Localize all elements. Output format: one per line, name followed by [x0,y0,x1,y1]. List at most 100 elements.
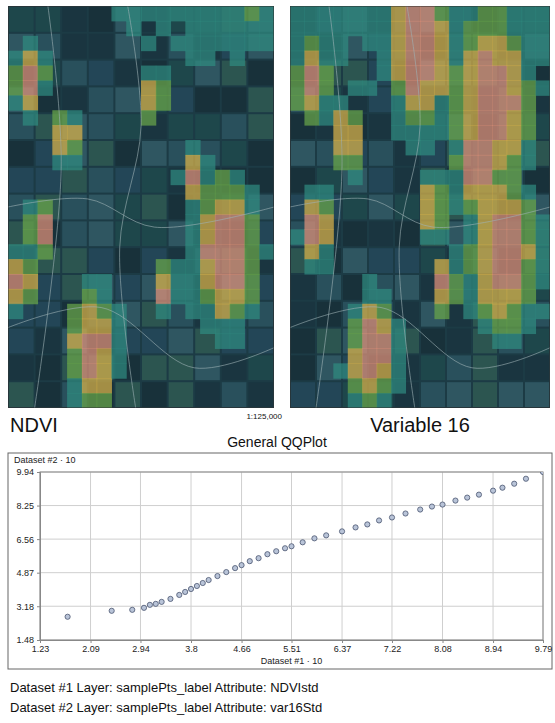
heat-cell [111,334,126,349]
y-tick-mark [37,472,40,473]
heat-cell [434,170,449,185]
heat-cell [141,95,156,110]
heat-cell [478,95,493,110]
grid-line [191,472,192,640]
heat-cell [420,66,435,81]
field-patch [222,355,247,380]
heat-cell [449,259,464,274]
heat-cell [290,21,305,36]
heat-cell [304,21,319,36]
heat-cell [82,348,97,363]
x-axis: 1.232.092.943.84.665.516.377.228.088.949… [32,640,553,654]
heat-cell [348,21,363,36]
caption: Dataset #1 Layer: samplePts_label Attrib… [10,680,319,695]
heat-cell [97,274,112,289]
heat-cell [492,244,507,259]
heat-cell [259,36,274,51]
heat-cell [478,304,493,319]
qq-point [224,569,229,574]
heat-cell [463,214,478,229]
heat-cell [230,200,245,215]
heat-cell [478,110,493,125]
field-patch [447,355,471,380]
qq-point [523,476,528,481]
heat-cell [362,21,377,36]
x-tick-mark [242,640,243,643]
heat-cell [521,289,536,304]
road [399,6,420,408]
heat-cell [304,66,319,81]
heat-cell [377,21,392,36]
y-tick: 4.87 [16,568,40,578]
heat-cell [420,140,435,155]
heat-cell [434,200,449,215]
heat-cell [391,110,406,125]
field-patch [222,382,247,407]
heat-cell [290,66,305,81]
heat-cell [200,319,215,334]
heat-cell [230,214,245,229]
heat-cell [521,185,536,200]
field-patch [317,382,341,407]
heat-cell [507,244,522,259]
heat-cell [171,289,186,304]
heat-cell [52,140,67,155]
heat-cell [82,289,97,304]
heat-cell [434,36,449,51]
grid-line [40,572,543,573]
x-tick: 7.22 [384,640,402,654]
heat-cell [319,259,334,274]
field-patch [343,221,367,246]
heat-cell [521,95,536,110]
heat-cell [492,334,507,349]
heat-cell [230,170,245,185]
heat-cell [391,6,406,21]
heat-cell [391,21,406,36]
qq-point [232,566,237,571]
y-axis-line [37,473,41,641]
heat-cell [141,6,156,21]
field-patch [473,382,497,407]
heat-cell [319,244,334,259]
heat-cell [478,244,493,259]
heat-cell [38,229,53,244]
heat-cell [97,363,112,378]
heat-cell [156,259,171,274]
qq-point [183,589,188,594]
heat-cell [348,393,363,408]
heat-cell [377,304,392,319]
field-patch [142,34,167,59]
heat-cell [492,170,507,185]
heat-cell [185,289,200,304]
field-patch [499,355,523,380]
field-patch [343,248,367,273]
heat-cell [230,185,245,200]
heat-cell [67,110,82,125]
heat-cell [391,95,406,110]
heat-cell [492,66,507,81]
heat-cell [333,95,348,110]
field-patch [62,168,87,193]
heat-cell [507,334,522,349]
heat-cell [521,66,536,81]
heat-cell [215,214,230,229]
heat-cell [521,21,536,36]
heat-cell [230,51,245,66]
field-patch [369,141,393,166]
x-tick-label: 3.8 [185,644,198,654]
qq-point [339,529,344,534]
qq-point [109,608,114,613]
heat-cell [215,229,230,244]
heat-cell [8,304,23,319]
heat-cell [290,229,305,244]
field-patch [115,114,140,139]
field-patch [222,87,247,112]
field-patch [525,355,549,380]
heat-cell [391,348,406,363]
heat-cell [463,170,478,185]
heat-cell [449,51,464,66]
heat-cell [449,110,464,125]
plot-frame [40,472,543,640]
heat-cell [449,200,464,215]
heat-cell [463,259,478,274]
